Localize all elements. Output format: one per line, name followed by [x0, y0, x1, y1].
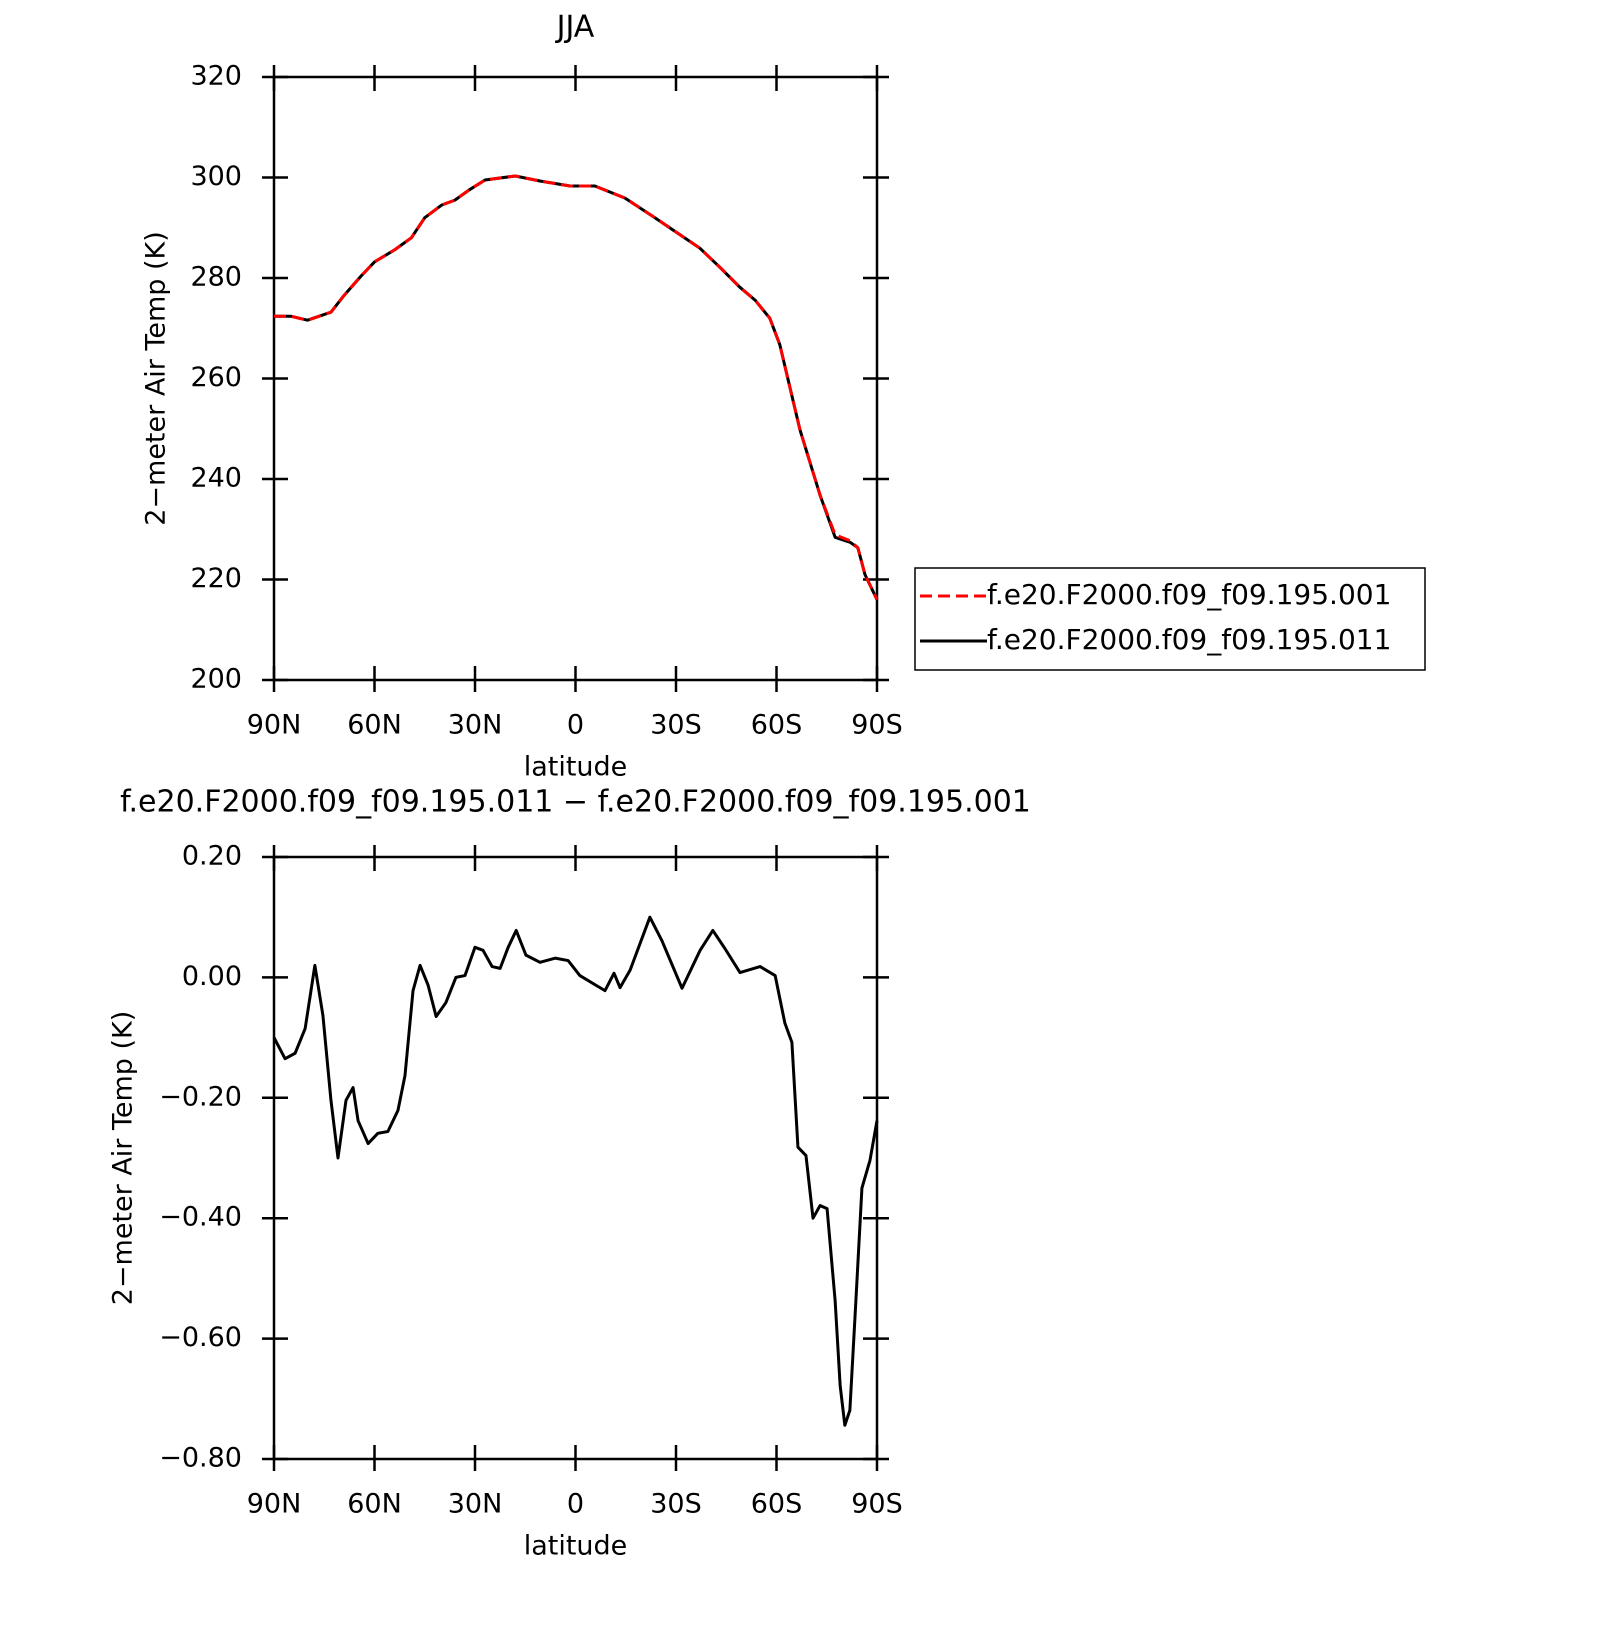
x-tick-label: 60N [347, 710, 402, 741]
y-axis-label: 2−meter Air Temp (K) [108, 1011, 139, 1306]
x-tick-label: 60S [751, 710, 803, 741]
y-tick-label: 0.00 [182, 961, 242, 992]
y-tick-label: 320 [190, 61, 242, 92]
x-tick-label: 90N [247, 1489, 302, 1520]
y-tick-label: 200 [190, 664, 242, 695]
x-tick-label: 0 [567, 1489, 584, 1520]
x-tick-label: 0 [567, 710, 584, 741]
x-tick-label: 60S [751, 1489, 803, 1520]
y-tick-label: −0.60 [159, 1322, 242, 1353]
x-tick-label: 90N [247, 710, 302, 741]
y-tick-label: 260 [190, 362, 242, 393]
y-tick-label: −0.40 [159, 1202, 242, 1233]
data-line [274, 174, 879, 601]
legend-label: f.e20.F2000.f09_f09.195.011 [987, 623, 1391, 656]
y-tick-label: 0.20 [182, 841, 242, 872]
y-tick-label: −0.20 [159, 1081, 242, 1112]
chart-title: f.e20.F2000.f09_f09.195.011 − f.e20.F200… [120, 785, 1031, 820]
x-tick-label: 30S [650, 710, 702, 741]
x-tick-label: 30N [448, 1489, 503, 1520]
x-tick-label: 30S [650, 1489, 702, 1520]
data-line [272, 915, 879, 1427]
y-axis-label: 2−meter Air Temp (K) [141, 231, 172, 526]
x-tick-label: 90S [851, 1489, 903, 1520]
legend-label: f.e20.F2000.f09_f09.195.001 [987, 578, 1391, 611]
x-tick-label: 90S [851, 710, 903, 741]
x-axis-label: latitude [524, 1531, 628, 1562]
y-tick-label: 240 [190, 463, 242, 494]
x-tick-label: 30N [448, 710, 503, 741]
y-tick-label: 220 [190, 563, 242, 594]
chart-title: JJA [555, 10, 595, 45]
data-line [274, 174, 879, 601]
y-tick-label: 300 [190, 161, 242, 192]
legend-box [914, 567, 1426, 671]
x-axis-label: latitude [524, 752, 628, 783]
y-tick-label: 280 [190, 262, 242, 293]
plot-frame [272, 855, 879, 1461]
x-tick-label: 60N [347, 1489, 402, 1520]
y-tick-label: −0.80 [159, 1443, 242, 1474]
